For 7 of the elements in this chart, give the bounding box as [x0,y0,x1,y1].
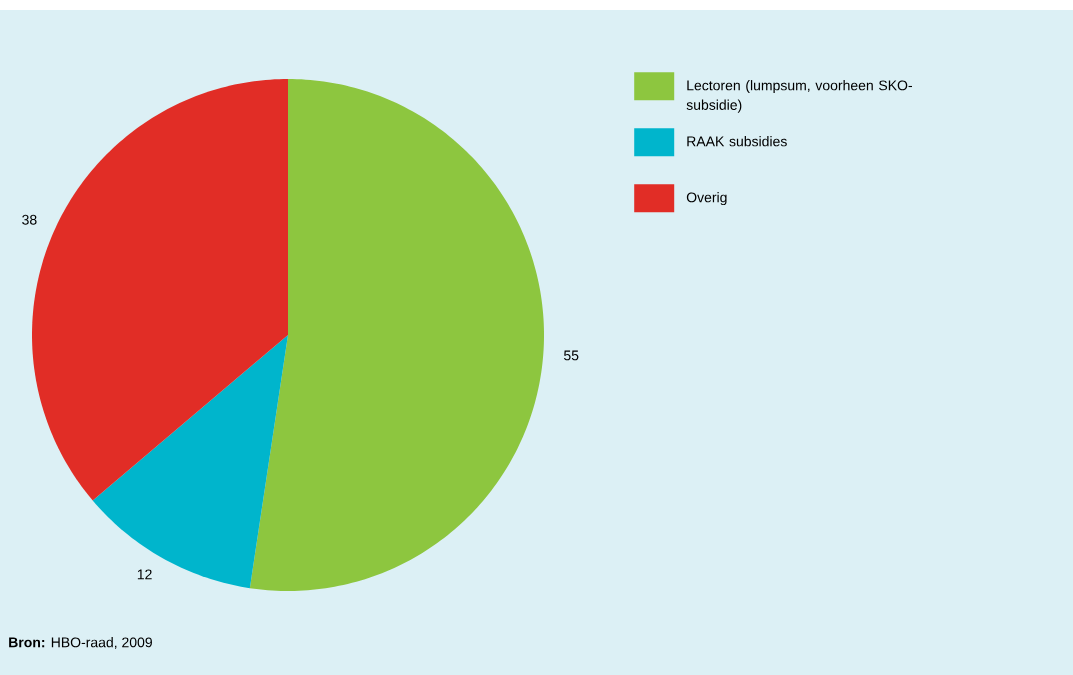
data-label: 12 [137,569,152,580]
data-label: 38 [22,214,37,225]
text: Bron: HBO-raad, 2009 [9,637,152,649]
data-label: 55 [564,350,579,361]
legend-label: Lectoren (lumpsum, voorheen SKO-subsidie) [686,80,912,113]
legend-label: Overig [686,192,727,206]
legend-label: RAAK subsidies [687,136,787,147]
